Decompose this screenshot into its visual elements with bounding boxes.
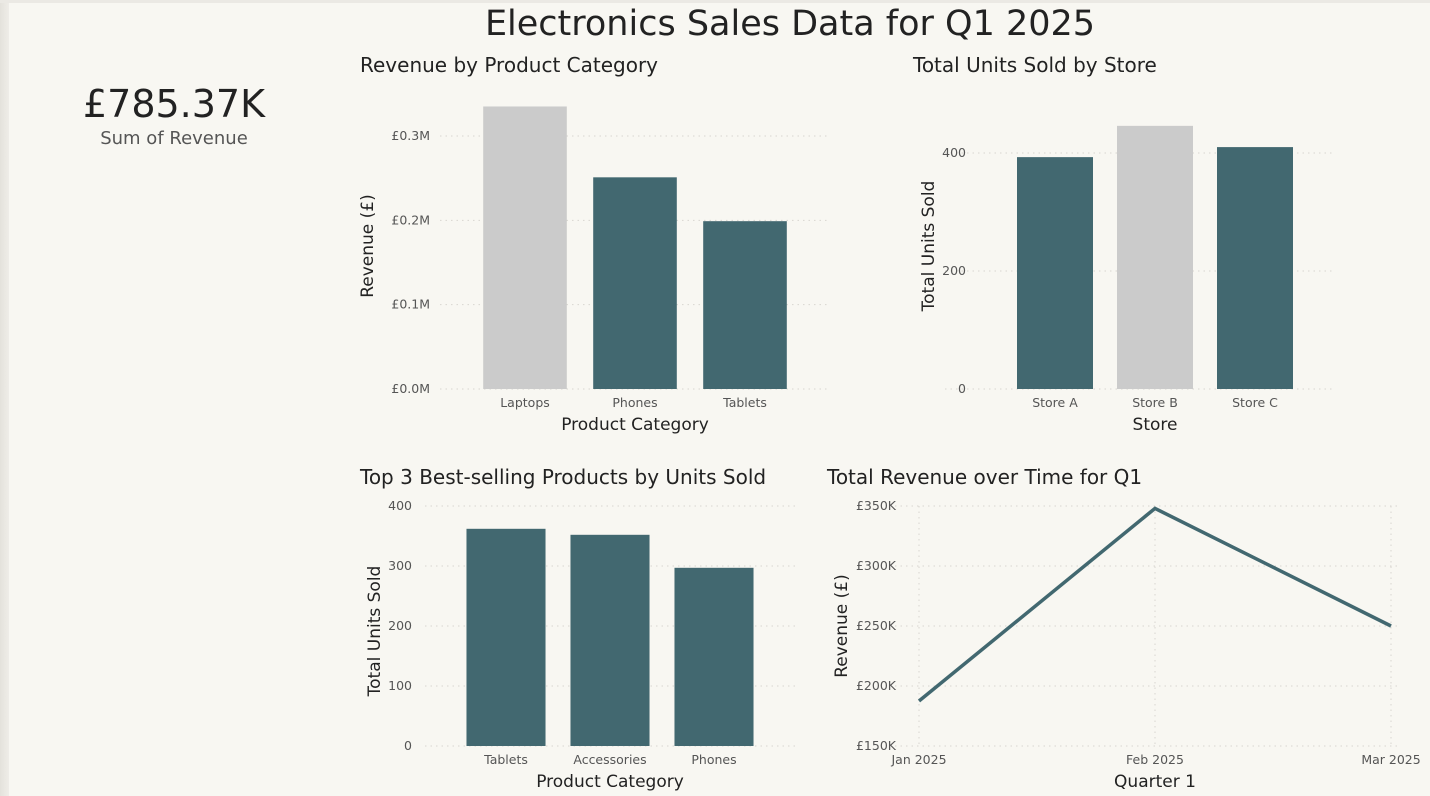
bar-phones xyxy=(674,567,754,746)
y-tick-label: 0 xyxy=(958,381,966,396)
x-tick-label: Store A xyxy=(1032,395,1078,410)
y-tick-label: £0.3M xyxy=(391,128,430,143)
kpi-card: £785.37K Sum of Revenue xyxy=(60,82,288,149)
x-tick-label: Feb 2025 xyxy=(1126,752,1184,767)
bar-laptops xyxy=(483,106,567,389)
x-tick-label: Store B xyxy=(1132,395,1178,410)
bar-tablets xyxy=(466,528,546,746)
y-tick-label: £350K xyxy=(856,498,897,513)
x-tick-label: Jan 2025 xyxy=(890,752,946,767)
y-axis-title: Revenue (£) xyxy=(358,194,378,298)
y-tick-label: £0.2M xyxy=(391,212,430,227)
y-axis-title: Revenue (£) xyxy=(832,574,852,678)
y-tick-label: £0.1M xyxy=(391,297,430,312)
kpi-value: £785.37K xyxy=(82,82,266,126)
x-tick-label: Store C xyxy=(1232,395,1278,410)
x-tick-label: Tablets xyxy=(483,752,528,767)
chart-title-units-by-store: Total Units Sold by Store xyxy=(913,53,1157,77)
chart-title-revenue-by-category: Revenue by Product Category xyxy=(360,53,658,77)
x-tick-label: Phones xyxy=(691,752,736,767)
y-tick-label: £250K xyxy=(856,618,897,633)
bar-tablets xyxy=(703,221,787,389)
bar-phones xyxy=(593,177,677,389)
y-axis-title: Total Units Sold xyxy=(919,181,939,313)
window-top-edge xyxy=(0,0,1430,3)
y-tick-label: 100 xyxy=(388,678,412,693)
y-tick-label: 400 xyxy=(942,145,966,160)
bar-store-a xyxy=(1017,157,1093,389)
y-tick-label: 300 xyxy=(388,558,412,573)
x-tick-label: Accessories xyxy=(573,752,646,767)
chart-title-revenue-over-time: Total Revenue over Time for Q1 xyxy=(827,465,1143,489)
y-axis-title: Total Units Sold xyxy=(365,566,385,698)
y-tick-label: £200K xyxy=(856,678,897,693)
window-edge xyxy=(0,0,9,796)
bar-accessories xyxy=(570,534,650,746)
x-tick-label: Laptops xyxy=(500,395,550,410)
revenue-line xyxy=(917,506,1392,703)
y-tick-label: 0 xyxy=(404,738,412,753)
x-axis-title: Product Category xyxy=(536,772,684,792)
y-tick-label: £150K xyxy=(856,738,897,753)
kpi-label: Sum of Revenue xyxy=(100,128,248,149)
bar-store-b xyxy=(1117,125,1193,390)
y-tick-label: 400 xyxy=(388,498,412,513)
x-axis-title: Store xyxy=(1133,415,1178,435)
x-axis-title: Product Category xyxy=(561,415,709,435)
x-tick-label: Mar 2025 xyxy=(1361,752,1420,767)
chart-title-top3-products: Top 3 Best-selling Products by Units Sol… xyxy=(360,465,767,489)
bar-store-c xyxy=(1217,147,1293,389)
y-tick-label: 200 xyxy=(388,618,412,633)
x-axis-title: Quarter 1 xyxy=(1114,772,1196,792)
x-tick-label: Phones xyxy=(612,395,657,410)
y-tick-label: £0.0M xyxy=(391,381,430,396)
y-tick-label: £300K xyxy=(856,558,897,573)
x-tick-label: Tablets xyxy=(722,395,767,410)
y-tick-label: 200 xyxy=(942,263,966,278)
dashboard-title: Electronics Sales Data for Q1 2025 xyxy=(484,4,1096,44)
